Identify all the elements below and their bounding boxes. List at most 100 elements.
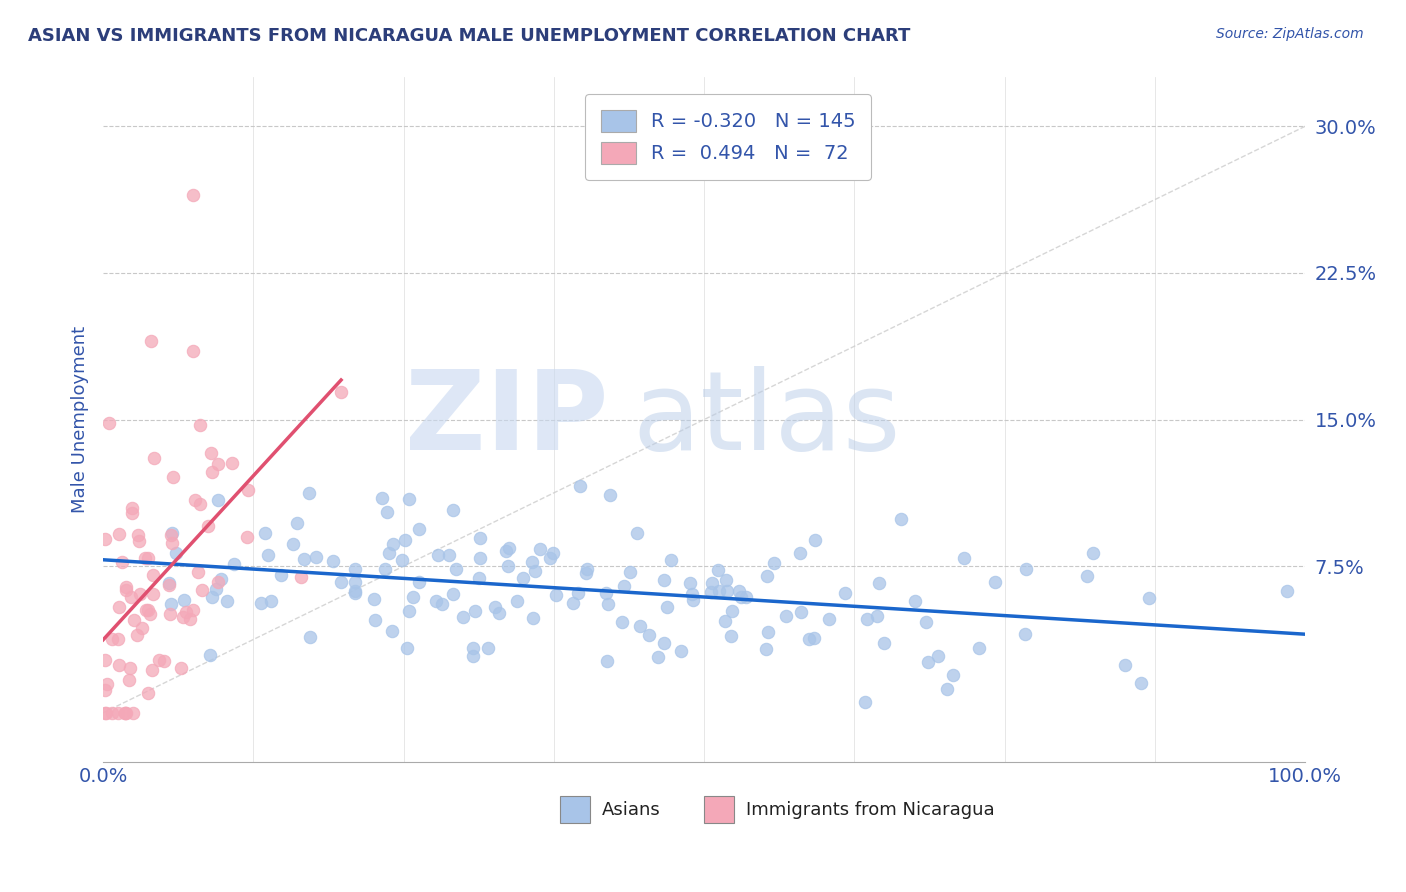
Point xyxy=(917,655,939,669)
Point xyxy=(451,609,474,624)
Text: Source: ZipAtlas.com: Source: ZipAtlas.com xyxy=(1216,27,1364,41)
Point xyxy=(197,518,219,533)
Point xyxy=(374,562,396,576)
Point xyxy=(343,562,366,576)
Point xyxy=(599,488,621,502)
Point xyxy=(755,641,778,656)
Point xyxy=(495,543,517,558)
Point xyxy=(138,603,160,617)
Point xyxy=(496,559,519,574)
Point xyxy=(108,599,131,614)
Point xyxy=(567,586,589,600)
Text: atlas: atlas xyxy=(631,366,900,473)
Point xyxy=(425,594,447,608)
Point xyxy=(575,566,598,580)
Point xyxy=(803,533,825,547)
Point xyxy=(134,551,156,566)
Point xyxy=(165,546,187,560)
Point xyxy=(290,569,312,583)
Point xyxy=(201,590,224,604)
Point xyxy=(655,600,678,615)
Point xyxy=(174,605,197,619)
Point xyxy=(834,586,856,600)
Point xyxy=(207,457,229,471)
Point xyxy=(437,548,460,562)
Point xyxy=(727,584,749,599)
Point xyxy=(122,613,145,627)
Point xyxy=(115,706,138,720)
Point xyxy=(626,526,648,541)
Point xyxy=(1137,591,1160,605)
Point xyxy=(522,611,544,625)
Point xyxy=(398,492,420,507)
Point xyxy=(236,530,259,544)
Point xyxy=(121,706,143,720)
Point xyxy=(93,652,115,666)
Point xyxy=(127,528,149,542)
Point xyxy=(512,571,534,585)
Point xyxy=(716,573,738,587)
Point xyxy=(467,571,489,585)
Point xyxy=(118,673,141,688)
Point xyxy=(330,385,353,400)
Point xyxy=(160,526,183,541)
Point xyxy=(142,587,165,601)
Point xyxy=(1114,658,1136,673)
Point xyxy=(596,597,619,611)
Point xyxy=(709,584,731,599)
Point xyxy=(866,609,889,624)
Point xyxy=(936,681,959,696)
Point xyxy=(398,604,420,618)
Point xyxy=(498,541,520,555)
Point xyxy=(94,533,117,547)
Point xyxy=(160,528,183,542)
Point xyxy=(382,537,405,551)
Point xyxy=(257,548,280,562)
Point xyxy=(391,553,413,567)
Point xyxy=(569,479,592,493)
Point xyxy=(114,582,136,597)
Point xyxy=(396,641,419,656)
Point xyxy=(868,575,890,590)
Point xyxy=(184,493,207,508)
Point xyxy=(661,553,683,567)
Point xyxy=(181,187,204,202)
Point xyxy=(162,470,184,484)
Point xyxy=(713,614,735,628)
Point xyxy=(682,593,704,607)
Point xyxy=(1076,569,1098,583)
Point xyxy=(364,613,387,627)
Point xyxy=(172,610,194,624)
Point xyxy=(96,706,118,720)
Point xyxy=(735,590,758,604)
Point xyxy=(270,568,292,582)
Point xyxy=(292,551,315,566)
Point xyxy=(179,612,201,626)
Point xyxy=(138,607,160,621)
Point xyxy=(207,574,229,589)
Point xyxy=(298,485,321,500)
Point xyxy=(529,542,551,557)
Point xyxy=(610,615,633,629)
Point xyxy=(181,603,204,617)
Point xyxy=(716,583,738,598)
Point xyxy=(260,594,283,608)
Point xyxy=(121,500,143,515)
Point xyxy=(817,612,839,626)
Point xyxy=(283,536,305,550)
Point xyxy=(505,593,527,607)
Point xyxy=(538,551,561,566)
Point xyxy=(236,483,259,497)
Point xyxy=(190,583,212,598)
Point xyxy=(120,591,142,605)
Point xyxy=(187,565,209,579)
Point xyxy=(100,632,122,646)
Point xyxy=(1015,562,1038,576)
Point xyxy=(188,497,211,511)
Point xyxy=(394,533,416,548)
Point xyxy=(523,564,546,578)
Point xyxy=(254,525,277,540)
Point xyxy=(853,695,876,709)
Point xyxy=(1014,627,1036,641)
Point xyxy=(755,569,778,583)
